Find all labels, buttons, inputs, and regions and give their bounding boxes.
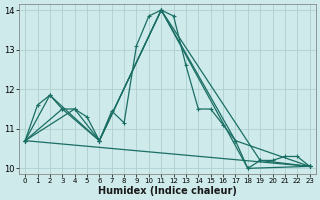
X-axis label: Humidex (Indice chaleur): Humidex (Indice chaleur): [98, 186, 237, 196]
